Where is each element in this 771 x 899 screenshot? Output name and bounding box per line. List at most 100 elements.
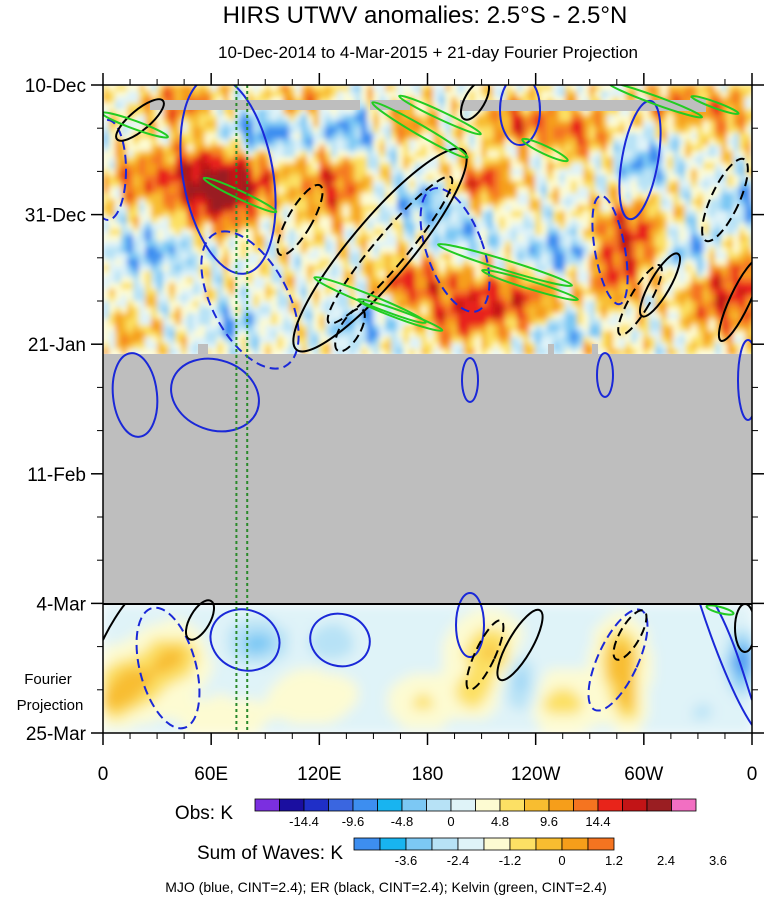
- projection-field: [103, 604, 752, 733]
- colorbar-swatch: [646, 798, 672, 812]
- colorbar-tick-label: 1.2: [605, 853, 623, 868]
- colorbar-swatch: [426, 798, 452, 812]
- mjo-contour: [419, 187, 491, 313]
- colorbar-swatch: [279, 798, 305, 812]
- chart-title: HIRS UTWV anomalies: 2.5°S - 2.5°N: [223, 2, 628, 29]
- er-contour: [460, 85, 490, 121]
- colorbar-swatch: [587, 837, 615, 851]
- colorbar-tick-label: -2.4: [447, 853, 469, 868]
- x-tick-label: 60W: [624, 764, 663, 785]
- y-tick-label: 11-Feb: [27, 465, 86, 486]
- mjo-contour: [209, 608, 281, 672]
- er-contour: [465, 619, 505, 691]
- kelvin-contour: [437, 242, 573, 288]
- er-contour: [115, 98, 165, 142]
- projection-label-line-1: Fourier: [24, 671, 72, 688]
- kelvin-contour: [481, 268, 579, 302]
- colorbar-swatch: [254, 798, 280, 812]
- kelvin-contour: [606, 85, 704, 119]
- colorbar-swatch: [548, 798, 574, 812]
- colorbar-swatch: [597, 798, 623, 812]
- colorbar-tick-label: -14.4: [289, 814, 319, 829]
- er-contour: [292, 147, 468, 353]
- mjo-contour: [618, 99, 662, 221]
- x-tick-label: 180: [412, 764, 444, 785]
- y-tick-label: 31-Dec: [25, 206, 86, 227]
- mjo-contour: [714, 603, 752, 701]
- x-tick-label: 60E: [194, 764, 228, 785]
- wave-contours: [103, 85, 752, 730]
- kelvin-contour: [371, 101, 469, 159]
- kelvin-contour: [398, 94, 482, 136]
- mjo-contour: [309, 612, 371, 668]
- chart-subtitle: 10-Dec-2014 to 4-Mar-2015 + 21-day Fouri…: [218, 43, 638, 62]
- waves-colorbar: -3.6 -2.4 -1.2 0 1.2 2.4 3.6: [353, 837, 727, 868]
- mjo-contour: [179, 85, 277, 275]
- er-contour: [334, 307, 366, 353]
- colorbar-swatch: [535, 837, 563, 851]
- colorbar-swatch: [379, 837, 407, 851]
- missing-data-strip: [150, 98, 706, 354]
- er-contour: [617, 264, 663, 336]
- colorbar-tick-label: 2.4: [657, 853, 675, 868]
- contour-legend-footer: MJO (blue, CINT=2.4); ER (black, CINT=2.…: [165, 879, 607, 895]
- mjo-contour: [103, 119, 127, 221]
- colorbar-tick-label: -1.2: [499, 853, 521, 868]
- colorbar-tick-label: -3.6: [395, 853, 417, 868]
- colorbar-swatch: [499, 798, 525, 812]
- mjo-contour: [596, 352, 614, 398]
- colorbar-swatch: [431, 837, 459, 851]
- mjo-contour: [170, 357, 260, 433]
- colorbar-swatch: [405, 837, 433, 851]
- er-contour: [103, 603, 126, 641]
- er-contour: [612, 609, 648, 661]
- kelvin-contour: [521, 137, 569, 163]
- colorbar-swatch: [450, 798, 476, 812]
- colorbar-tick-label: 3.6: [709, 853, 727, 868]
- colorbar-tick-label: -9.6: [342, 814, 364, 829]
- x-tick-label: 120W: [511, 764, 561, 785]
- mjo-contour: [455, 592, 485, 658]
- colorbar-swatch: [303, 798, 329, 812]
- waves-colorbar-label: Sum of Waves: K: [197, 843, 343, 864]
- colorbar-swatch: [328, 798, 354, 812]
- longitude-marker-lines: [235, 85, 249, 733]
- colorbar-tick-label: -4.8: [391, 814, 413, 829]
- er-contour: [326, 175, 454, 325]
- colorbar-swatch: [561, 837, 589, 851]
- mjo-contour: [499, 85, 541, 146]
- y-tick-label: 10-Dec: [25, 76, 86, 97]
- x-tick-label: 0: [747, 764, 758, 785]
- x-tick-label: 120E: [297, 764, 341, 785]
- obs-colorbar-label: Obs: K: [175, 803, 233, 824]
- kelvin-contour: [356, 298, 444, 332]
- kelvin-contour: [103, 111, 169, 139]
- obs-colorbar: -14.4 -9.6 -4.8 0 4.8 9.6 14.4: [254, 798, 697, 829]
- x-tick-label: 0: [98, 764, 109, 785]
- colorbar-swatch: [353, 837, 381, 851]
- mjo-contour: [737, 339, 752, 421]
- colorbar-tick-label: 9.6: [540, 814, 558, 829]
- colorbar-swatch: [509, 837, 537, 851]
- er-contour: [639, 252, 681, 318]
- plot-area: [102, 84, 753, 734]
- mjo-contour: [699, 603, 752, 726]
- y-tick-label: 25-Mar: [26, 724, 87, 745]
- mjo-contour: [111, 352, 159, 438]
- axes: 0 60E 120E 180 120W 60W 0 10-Dec 31-Dec 21-Jan 11-…: [25, 73, 764, 785]
- colorbar-swatch: [401, 798, 427, 812]
- colorbar-swatch: [352, 798, 378, 812]
- y-tick-label: 4-Mar: [36, 594, 86, 615]
- colorbar-tick-label: 0: [447, 814, 454, 829]
- kelvin-contour: [202, 176, 278, 214]
- er-contour: [701, 157, 749, 243]
- colorbar-swatch: [573, 798, 599, 812]
- mjo-contour: [461, 357, 479, 403]
- colorbar-swatch: [671, 798, 697, 812]
- colorbar-swatch: [483, 837, 511, 851]
- er-contour: [276, 183, 324, 257]
- kelvin-contour: [705, 604, 735, 616]
- missing-data-region: [103, 354, 752, 604]
- er-contour: [185, 599, 215, 641]
